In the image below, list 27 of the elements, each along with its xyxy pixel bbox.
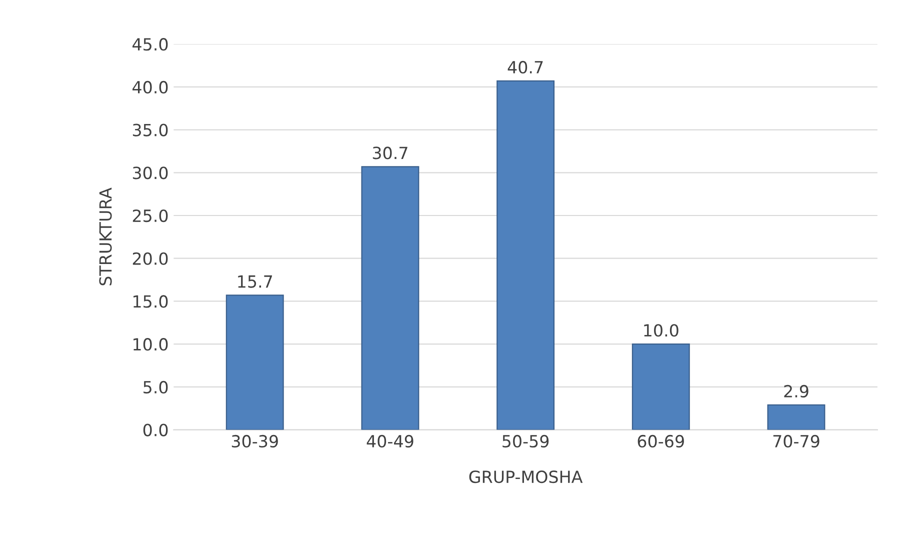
y-axis-title: STRUKTURA <box>99 188 112 286</box>
y-tick-label: 30.0 <box>132 166 168 180</box>
y-tick-label: 40.0 <box>132 80 168 94</box>
x-tick-label: 40-49 <box>366 434 414 448</box>
y-tick-label: 25.0 <box>132 209 168 222</box>
bar <box>361 166 420 430</box>
bar <box>226 294 284 430</box>
y-tick-label: 20.0 <box>132 252 168 265</box>
y-tick-label: 15.0 <box>134 295 168 308</box>
bar <box>632 344 690 430</box>
y-tick-label: 0.0 <box>143 424 168 436</box>
y-tick-label: 5.0 <box>144 380 168 394</box>
y-tick-label: 35.0 <box>132 124 168 136</box>
data-label: 10.0 <box>644 324 678 337</box>
bar <box>767 404 826 430</box>
x-tick-label: 30-39 <box>232 434 278 448</box>
data-label: 2.9 <box>784 384 808 398</box>
y-tick-label: 10.0 <box>134 338 168 351</box>
data-label: 40.7 <box>508 60 543 74</box>
bar <box>496 80 555 430</box>
data-label: 15.7 <box>238 275 272 288</box>
y-tick-label: 45.0 <box>132 38 168 51</box>
x-tick-label: 70-79 <box>773 434 820 448</box>
x-tick-label: 50-59 <box>502 434 549 448</box>
x-axis-title: GRUP-MOSHA <box>469 470 583 484</box>
data-label: 30.7 <box>372 146 408 160</box>
x-tick-label: 60-69 <box>638 434 684 448</box>
